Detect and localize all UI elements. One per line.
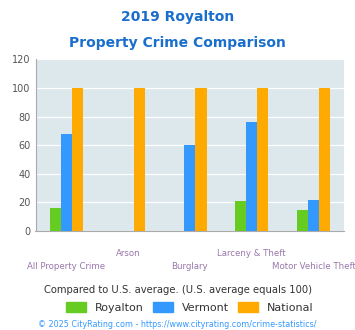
Bar	[308, 200, 319, 231]
Bar	[134, 88, 145, 231]
Text: Compared to U.S. average. (U.S. average equals 100): Compared to U.S. average. (U.S. average …	[44, 285, 311, 295]
Bar	[184, 145, 196, 231]
Bar	[297, 210, 308, 231]
Text: Motor Vehicle Theft: Motor Vehicle Theft	[272, 262, 355, 271]
Bar	[61, 134, 72, 231]
Text: Property Crime Comparison: Property Crime Comparison	[69, 36, 286, 50]
Text: Arson: Arson	[116, 249, 141, 258]
Text: Burglary: Burglary	[171, 262, 208, 271]
Text: 2019 Royalton: 2019 Royalton	[121, 10, 234, 24]
Text: © 2025 CityRating.com - https://www.cityrating.com/crime-statistics/: © 2025 CityRating.com - https://www.city…	[38, 320, 317, 329]
Bar	[257, 88, 268, 231]
Bar	[50, 208, 61, 231]
Bar	[72, 88, 83, 231]
Bar	[196, 88, 207, 231]
Text: Larceny & Theft: Larceny & Theft	[217, 249, 286, 258]
Bar	[235, 201, 246, 231]
Bar	[319, 88, 330, 231]
Legend: Royalton, Vermont, National: Royalton, Vermont, National	[66, 302, 313, 313]
Text: All Property Crime: All Property Crime	[27, 262, 105, 271]
Bar	[246, 122, 257, 231]
